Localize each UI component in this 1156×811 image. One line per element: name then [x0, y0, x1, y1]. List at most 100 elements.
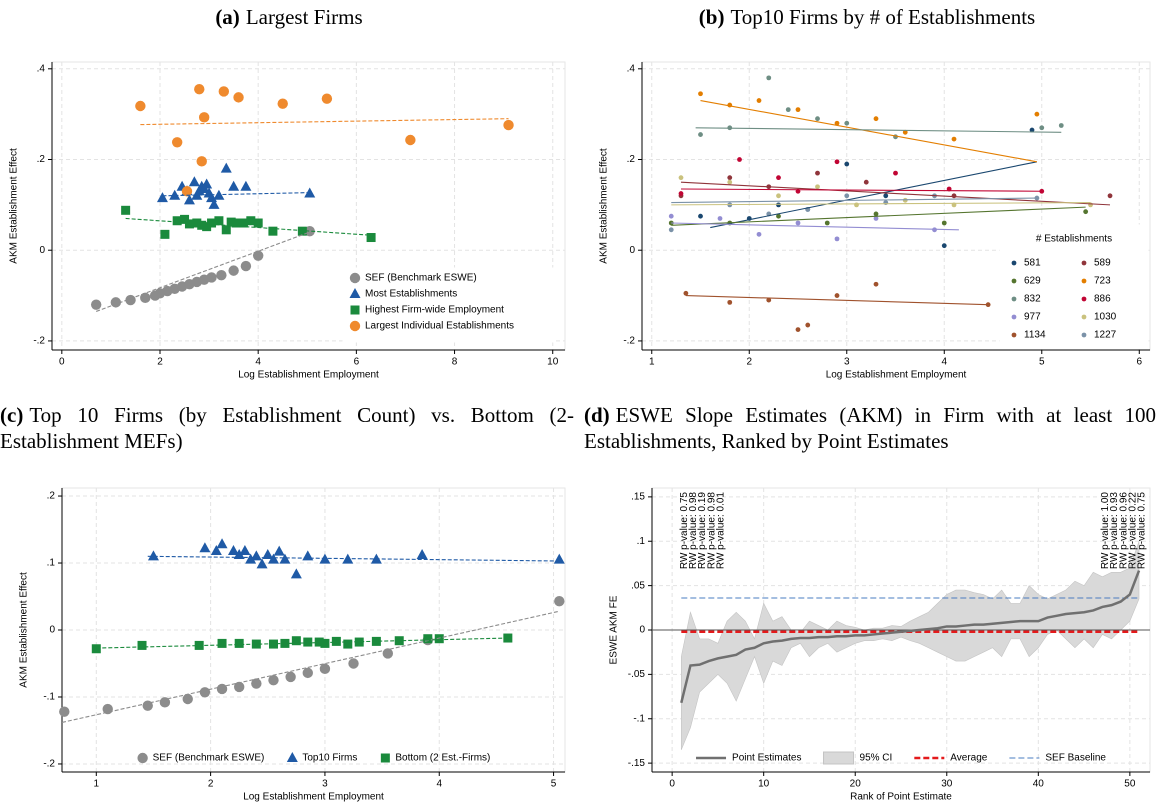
annotation: RW p-value: 0.01 — [716, 492, 727, 570]
marker — [194, 84, 205, 95]
fit-line — [695, 127, 1062, 133]
marker — [354, 637, 364, 647]
marker — [423, 634, 433, 644]
marker — [319, 663, 331, 675]
x-tick-label: 2 — [208, 779, 214, 790]
marker — [405, 134, 416, 146]
ci-band — [680, 541, 1140, 750]
marker — [951, 136, 957, 142]
fit-line — [162, 192, 310, 197]
title-text: Largest Firms — [245, 5, 363, 29]
marker — [231, 218, 241, 228]
panel-title: (c) Top 10 Firms (by Establishment Count)… — [0, 402, 574, 454]
marker — [156, 192, 168, 203]
legend-label: 886 — [1094, 294, 1111, 305]
marker — [1081, 278, 1087, 284]
marker — [873, 211, 879, 217]
marker — [785, 107, 791, 113]
marker — [678, 191, 684, 196]
marker — [239, 544, 251, 555]
fit-line — [680, 188, 1042, 192]
marker — [1034, 111, 1040, 117]
fit-line — [61, 610, 560, 723]
marker — [1011, 314, 1017, 320]
y-tick-label: .2 — [47, 491, 56, 502]
marker — [135, 100, 146, 112]
legend: SEF (Benchmark ESWE) Top10 Firms Bottom (2… — [137, 752, 490, 764]
fit-line — [710, 161, 1037, 229]
legend-label: SEF (Benchmark ESWE) — [365, 273, 477, 284]
x-tick-label: 0 — [59, 357, 65, 368]
marker — [727, 299, 733, 305]
marker — [320, 638, 330, 648]
marker — [343, 639, 353, 649]
legend: Point Estimates 95% CI Average SEF Baseline — [696, 751, 1106, 765]
x-tick-label: 5 — [1039, 357, 1045, 368]
marker — [183, 194, 195, 205]
marker — [303, 637, 313, 647]
marker — [286, 752, 298, 762]
marker — [854, 202, 859, 208]
legend: SEF (Benchmark ESWE) Most Establishments H… — [342, 267, 556, 343]
marker — [883, 193, 889, 199]
legend-label: SEF Baseline — [1045, 753, 1106, 764]
marker — [233, 92, 244, 103]
legend-label: 832 — [1024, 294, 1041, 305]
marker — [321, 93, 333, 104]
y-tick-label: 0 — [49, 625, 55, 636]
marker — [834, 159, 840, 165]
y-axis-label: AKM Establishment Effect — [9, 148, 20, 264]
marker — [59, 706, 70, 717]
y-tick-label: -.1 — [633, 713, 645, 724]
marker — [297, 226, 307, 236]
marker — [291, 636, 301, 646]
annotation: RW p-value: 0.75 — [1137, 492, 1148, 570]
marker — [883, 200, 889, 205]
y-tick-label: .4 — [627, 63, 636, 74]
marker — [698, 213, 703, 219]
fit-line — [147, 555, 560, 562]
fit-line — [125, 217, 372, 236]
panel-title: (b) Top10 Firms by # of Establishments — [578, 4, 1156, 30]
marker — [208, 198, 220, 209]
x-tick-label: 1 — [94, 779, 100, 790]
marker — [932, 227, 937, 233]
marker — [815, 116, 820, 122]
marker — [1081, 260, 1087, 266]
y-tick-label: -.2 — [33, 336, 45, 347]
legend-label: Bottom (2 Est.-Firms) — [395, 753, 490, 764]
marker — [382, 648, 394, 659]
legend-label: 977 — [1024, 312, 1041, 323]
marker — [331, 636, 341, 646]
marker — [1081, 314, 1087, 320]
legend-label: 1134 — [1024, 330, 1046, 341]
y-tick-label: 0 — [639, 625, 645, 636]
marker — [192, 218, 202, 228]
marker — [727, 175, 733, 181]
marker — [256, 558, 268, 569]
y-tick-label: .15 — [631, 492, 645, 503]
marker — [216, 683, 228, 695]
marker — [245, 553, 257, 564]
y-tick-label: .1 — [47, 558, 56, 569]
fit-line — [700, 100, 1037, 163]
legend-label: 1030 — [1094, 312, 1117, 323]
marker — [285, 671, 296, 683]
marker — [951, 193, 957, 199]
marker — [737, 157, 742, 162]
x-tick-label: 4 — [436, 779, 442, 790]
marker — [683, 290, 689, 296]
marker — [171, 137, 183, 148]
marker — [181, 186, 193, 197]
x-tick-label: 6 — [1136, 357, 1142, 368]
x-tick-label: 50 — [1124, 779, 1136, 790]
marker — [1081, 332, 1087, 338]
marker — [279, 553, 291, 564]
x-tick-label: 6 — [354, 357, 360, 368]
fit-line — [671, 202, 1091, 206]
marker — [137, 640, 147, 650]
marker — [1039, 188, 1045, 194]
marker — [302, 667, 313, 679]
